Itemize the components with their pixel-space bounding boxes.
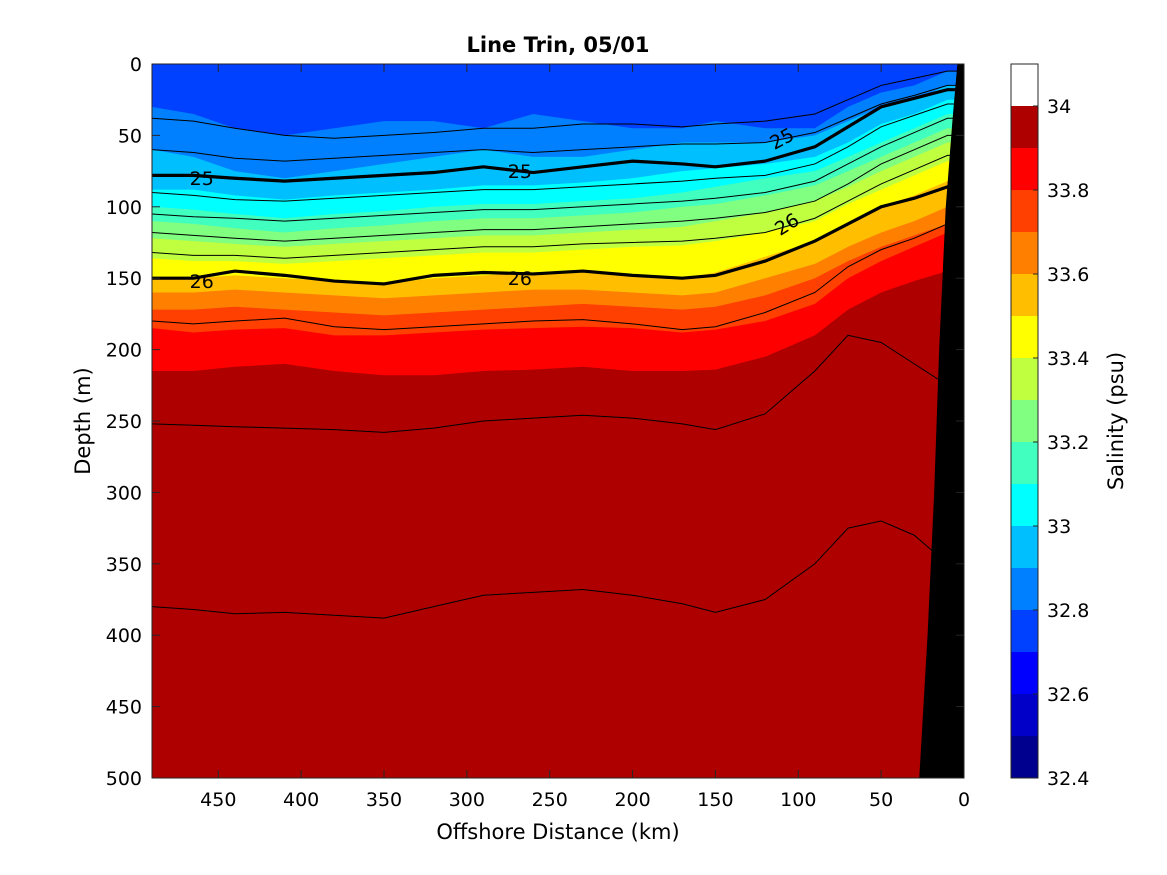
contour-label: 26 [508,268,532,290]
colorbar-swatch [1011,442,1038,484]
colorbar-tick-label: 33.2 [1047,432,1089,454]
x-tick-label: 50 [869,789,893,811]
x-axis-label: Offshore Distance (km) [436,820,679,844]
colorbar-tick-label: 33.8 [1047,180,1089,202]
colorbar-swatch [1011,400,1038,442]
colorbar-tick-label: 32.8 [1047,600,1089,622]
seafloor-mask [919,64,964,778]
colorbar-swatch [1011,274,1038,316]
density-contour-layer [152,70,964,619]
colorbar-swatch [1011,526,1038,568]
colorbar-tick-label: 32.4 [1047,768,1089,790]
colorbar-swatch [1011,190,1038,232]
colorbar-swatch [1011,106,1038,148]
x-tick-label: 450 [200,789,236,811]
density-contour-3 [152,103,964,202]
x-axis: 450 400 350 300 250 200 150 100 50 0 [200,64,970,811]
salinity-fill-layer [152,64,964,778]
colorbar-swatch [1011,652,1038,694]
y-tick-label: 400 [106,625,142,647]
x-tick-label: 400 [283,789,319,811]
y-tick-label: 250 [106,411,142,433]
sigma-26-contour [152,185,964,286]
colorbar-tick-label: 34 [1047,96,1071,118]
y-tick-label: 50 [118,125,142,147]
y-tick-label: 350 [106,554,142,576]
contour-label: 26 [190,271,214,293]
x-tick-label: 200 [614,789,650,811]
y-axis: 0 50 100 150 200 250 300 350 400 450 500 [106,54,964,790]
density-contour-9 [152,334,964,433]
x-tick-label: 250 [532,789,568,811]
colorbar-tick-label: 33.4 [1047,348,1089,370]
y-tick-label: 500 [106,768,142,790]
colorbar: 32.4 32.6 32.8 33 33.2 33.4 33.6 33.8 34 [1010,63,1089,790]
colorbar-swatch [1011,148,1038,190]
sigma-25-contour [152,88,964,183]
salinity-band-13 [152,399,964,778]
colorbar-tick-label: 33 [1047,516,1071,538]
density-contour-4 [152,117,964,222]
x-tick-label: 150 [697,789,733,811]
colorbar-tick-label: 32.6 [1047,684,1089,706]
density-contour-8 [152,223,964,331]
y-tick-label: 450 [106,697,142,719]
colorbar-swatch [1011,232,1038,274]
colorbar-swatch [1011,736,1038,778]
colorbar-swatch [1011,694,1038,736]
density-contour-1 [152,84,964,162]
y-tick-label: 200 [106,340,142,362]
contour-label: 25 [508,161,532,183]
y-tick-label: 150 [106,268,142,290]
colorbar-label: Salinity (psu) [1104,352,1128,490]
density-contour-0 [152,70,964,139]
x-tick-label: 350 [366,789,402,811]
colorbar-swatch [1011,316,1038,358]
salinity-band-14 [152,649,964,778]
colorbar-swatch [1011,568,1038,610]
density-contour-6 [152,154,964,259]
chart-title: Line Trin, 05/01 [466,33,649,57]
y-tick-label: 300 [106,482,142,504]
y-tick-label: 0 [130,54,142,76]
density-contour-10 [152,520,964,619]
x-tick-label: 300 [449,789,485,811]
colorbar-swatch [1011,610,1038,652]
y-axis-label: Depth (m) [71,367,95,474]
y-tick-label: 100 [106,197,142,219]
colorbar-swatch [1011,358,1038,400]
contour-label: 25 [190,168,214,190]
colorbar-swatch [1011,484,1038,526]
density-contour-5 [152,134,964,242]
x-tick-label: 0 [958,789,970,811]
colorbar-tick-label: 33.6 [1047,264,1089,286]
slope-mask [919,64,964,778]
x-tick-label: 100 [780,789,816,811]
